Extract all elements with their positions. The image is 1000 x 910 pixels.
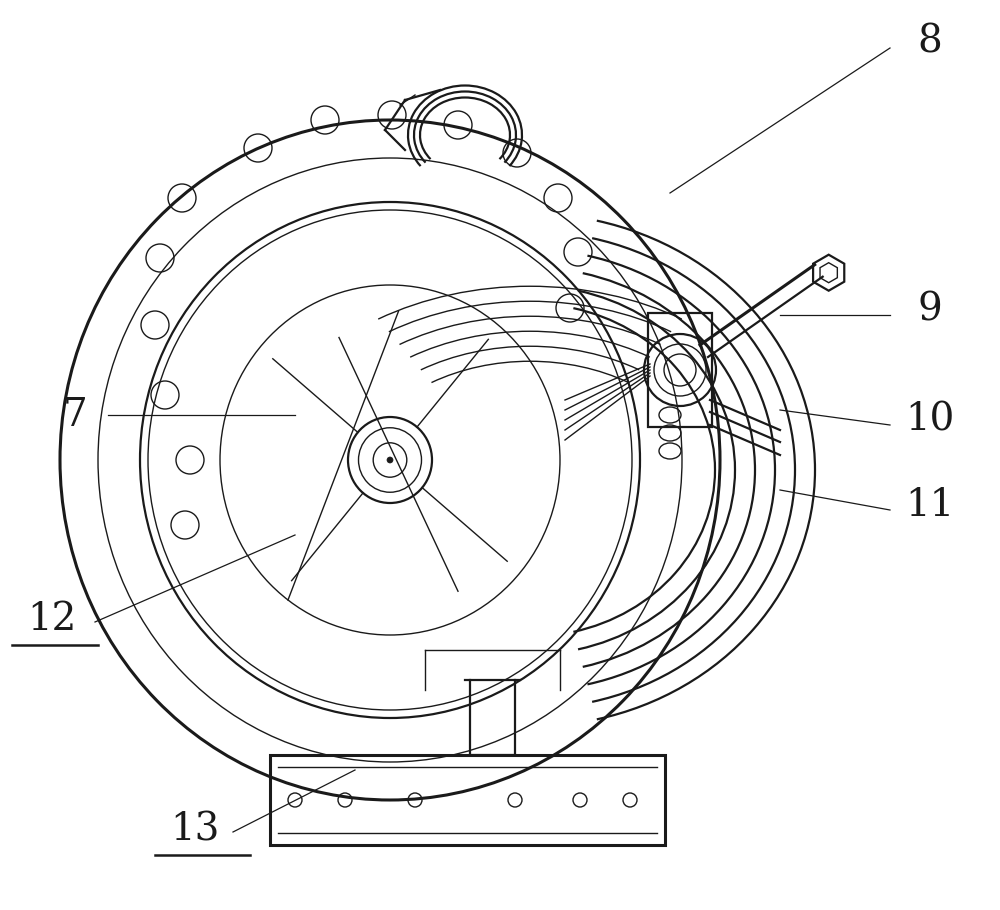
Text: 9: 9 — [918, 291, 942, 329]
Ellipse shape — [387, 457, 393, 463]
Text: 7: 7 — [63, 397, 87, 433]
Text: 11: 11 — [905, 487, 955, 523]
Text: 10: 10 — [905, 401, 955, 439]
Text: 13: 13 — [170, 812, 220, 848]
Bar — [270, 755, 665, 845]
Text: 8: 8 — [918, 24, 942, 60]
Text: 12: 12 — [27, 602, 77, 639]
